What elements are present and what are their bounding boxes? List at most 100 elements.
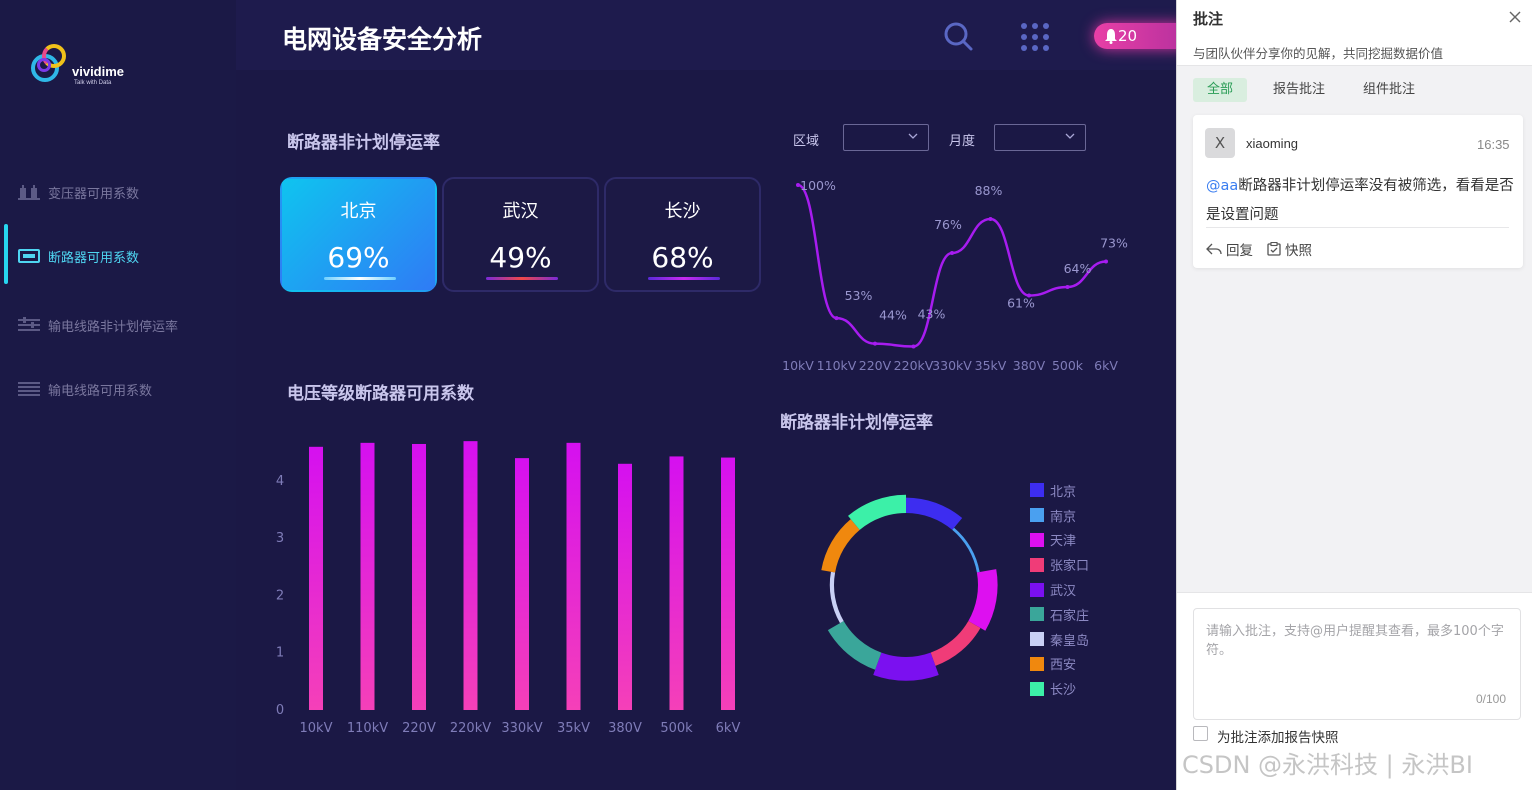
rose-slice[interactable] [848,494,906,530]
comment-mention[interactable]: @aa [1206,178,1239,194]
rose-slice[interactable] [906,497,963,530]
tab-all[interactable]: 全部 [1193,78,1248,102]
legend-label: 西安 [1050,658,1077,674]
line-point[interactable] [1065,285,1070,289]
rose-slice[interactable] [968,569,998,631]
line-point[interactable] [1027,293,1031,298]
comment-time: 16:35 [1477,137,1510,152]
line-x-tick: 220V [859,358,892,373]
rose-slice[interactable] [930,621,981,666]
legend-item[interactable]: 张家口 [1030,552,1089,577]
rose-slice[interactable] [829,571,844,624]
line-data-label: 43% [918,307,946,322]
line-x-tick: 10kV [782,358,814,373]
sidebar-item-label: 变压器可用系数 [48,186,140,202]
legend-swatch [1030,607,1044,622]
annotation-input[interactable] [1193,608,1521,720]
bar[interactable] [515,458,529,710]
bar[interactable] [360,442,375,710]
region-select[interactable] [843,124,929,151]
tab-report-annotations[interactable]: 报告批注 [1273,82,1326,97]
bar[interactable] [309,446,323,710]
annotation-panel: 批注 与团队伙伴分享你的见解，共同挖掘数据价值 全部 报告批注 组件批注 X x… [1176,0,1532,790]
snapshot-label: 快照 [1285,243,1312,259]
legend-item[interactable]: 西安 [1030,652,1089,677]
city-card-changsha[interactable]: 长沙 68% [604,177,761,292]
reply-label: 回复 [1226,243,1253,259]
voltage-bar-title: 电压等级断路器可用系数 [287,384,474,404]
legend-label: 长沙 [1050,683,1077,699]
legend-label: 天津 [1050,534,1077,550]
bar-x-tick: 500k [660,721,693,736]
comment-user: xiaoming [1246,136,1299,151]
card-underline [486,277,558,280]
rose-slice[interactable] [873,652,939,681]
line-point[interactable] [988,217,993,221]
snapshot-checkbox[interactable] [1193,726,1208,741]
line-point[interactable] [796,183,800,187]
line-data-label: 61% [1007,296,1035,311]
legend-item[interactable]: 秦皇岛 [1030,627,1089,652]
bar[interactable] [412,443,426,710]
outage-rose-chart [821,494,998,681]
tab-component-annotations[interactable]: 组件批注 [1363,82,1416,97]
legend-item[interactable]: 武汉 [1030,577,1089,602]
line-x-tick: 220kV [894,358,934,373]
apps-grid-icon[interactable] [1020,22,1050,52]
bar[interactable] [669,456,684,710]
rose-slice[interactable] [827,621,882,670]
bar[interactable] [463,441,478,710]
legend-item[interactable]: 石家庄 [1030,602,1089,627]
sidebar-item-label: 输电线路非计划停运率 [48,319,179,335]
card-underline [648,277,720,280]
line-point[interactable] [911,344,916,349]
line-point[interactable] [1104,259,1108,264]
sidebar-item-transformer[interactable]: 变压器可用系数 [0,172,236,212]
line-series [797,183,1107,348]
line-x-tick: 110kV [817,358,857,373]
divider [1206,227,1509,228]
city-card-wuhan[interactable]: 武汉 49% [442,177,599,292]
line-data-label: 88% [975,183,1003,198]
legend-swatch [1030,632,1044,647]
legend-item[interactable]: 天津 [1030,528,1089,553]
close-icon[interactable] [1507,9,1523,25]
vividime-logo[interactable]: vividime Talk with Data [28,38,138,90]
header: 电网设备安全分析 20 [236,0,1190,70]
legend-item[interactable]: 北京 [1030,478,1089,503]
legend-item[interactable]: 长沙 [1030,676,1089,701]
bar[interactable] [721,457,735,710]
legend-item[interactable]: 南京 [1030,503,1089,528]
city-card-beijing[interactable]: 北京 69% [280,177,437,292]
sidebar-item-breaker[interactable]: 断路器可用系数 [0,224,236,284]
sidebar-item-line-available[interactable]: 输电线路可用系数 [0,369,236,409]
legend-swatch [1030,557,1044,572]
notification-badge[interactable]: 20 [1094,23,1190,49]
rose-slice[interactable] [821,519,860,573]
bar[interactable] [566,442,581,710]
rose-legend: 北京 南京天津张家口 武汉 石家庄 秦皇岛西安长沙 [1030,478,1089,701]
rose-slice[interactable] [952,527,980,573]
bar[interactable] [618,463,632,710]
city-value: 68% [651,241,714,274]
legend-swatch [1030,681,1044,696]
bar-x-tick: 220kV [450,721,491,736]
reply-button[interactable]: 回复 [1206,239,1253,259]
search-icon[interactable] [942,20,974,52]
line-data-label: 76% [934,217,962,232]
month-select[interactable] [994,124,1086,151]
line-data-label: 44% [879,308,907,323]
snapshot-button[interactable]: 快照 [1267,239,1312,259]
line-point[interactable] [950,251,954,255]
card-underline [324,277,396,280]
reply-icon [1206,243,1222,255]
line-point[interactable] [834,316,839,321]
line-x-tick: 380V [1013,358,1046,373]
sidebar-item-line-outage[interactable]: 输电线路非计划停运率 [0,305,236,345]
line-data-label: 73% [1100,236,1128,251]
legend-swatch [1030,656,1044,671]
city-name: 长沙 [664,201,701,222]
line-point[interactable] [873,341,877,346]
bar-y-tick: 3 [276,531,284,546]
active-indicator [4,224,8,284]
